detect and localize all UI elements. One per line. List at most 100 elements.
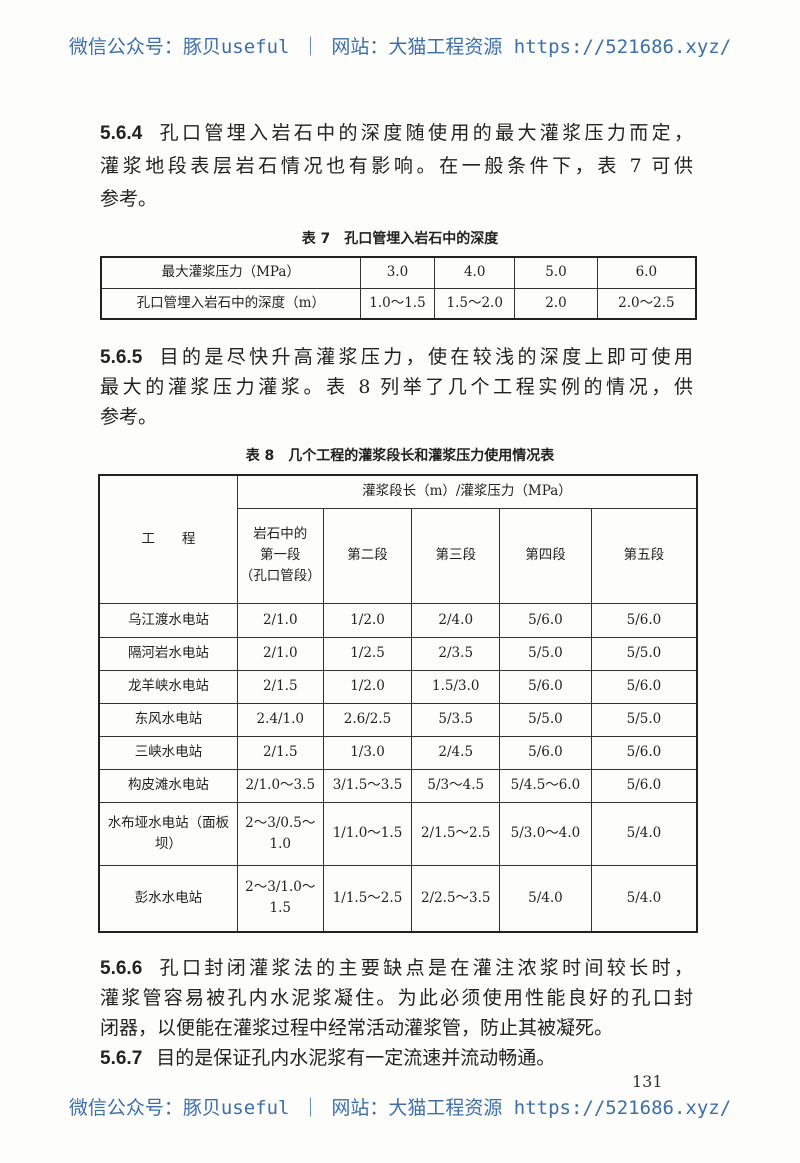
cell: 2.0～2.5: [596, 287, 697, 320]
cell: 2/1.0: [236, 602, 324, 638]
cell: 5/6.0: [590, 602, 698, 638]
table-row: 龙羊峡水电站 2/1.5 1/2.0 1.5/3.0 5/6.0 5/6.0: [98, 669, 698, 704]
project-name-cell: 三峡水电站: [98, 735, 238, 770]
cell: 1/2.5: [322, 636, 413, 671]
column-header: 岩石中的第一段 （孔口管段）: [236, 507, 324, 604]
table8-header-row: 工 程 灌浆段长（m）/灌浆压力（MPa）: [98, 474, 698, 604]
cell: 5/6.0: [590, 669, 698, 704]
cell: 5/3.5: [411, 702, 501, 737]
cell: 1/1.5～2.5: [322, 864, 413, 933]
project-name-cell: 构皮滩水电站: [98, 768, 238, 803]
cell: 6.0: [596, 256, 697, 289]
cell: 5/5.0: [590, 702, 698, 737]
cell: 5/5.0: [590, 636, 698, 671]
table-row: 三峡水电站 2/1.5 1/3.0 2/4.5 5/6.0 5/6.0: [98, 735, 698, 770]
cell: 2/1.5: [236, 669, 324, 704]
table-row: 构皮滩水电站 2/1.0～3.5 3/1.5～3.5 5/3～4.5 5/4.5～6.0…: [98, 768, 698, 803]
cell: 2/4.5: [411, 735, 501, 770]
table-row: 彭水水电站 2～3/1.0～1.5 1/1.5～2.5 2/2.5～3.5 5/4.0 5…: [98, 864, 698, 933]
cell: 5/4.0: [590, 801, 698, 866]
cell: 5/5.0: [499, 636, 592, 671]
cell: 2.6/2.5: [322, 702, 413, 737]
table-row: 东风水电站 2.4/1.0 2.6/2.5 5/3.5 5/5.0 5/5.0: [98, 702, 698, 737]
cell: 5/5.0: [499, 702, 592, 737]
cell: 2～3/0.5～1.0: [236, 801, 324, 866]
column-header: 第四段: [499, 507, 592, 604]
section-number: 5.6.4: [100, 123, 143, 144]
table7-row: 最大灌浆压力（MPa） 3.0 4.0 5.0 6.0: [100, 256, 697, 289]
project-name-cell: 彭水水电站: [98, 864, 238, 933]
table8-title: 表 8 几个工程的灌浆段长和灌浆压力使用情况表: [245, 448, 555, 464]
text: 孔口封闭灌浆法的主要缺点是在灌注浓浆时间较长时，: [156, 957, 693, 979]
cell: 5/4.5～6.0: [499, 768, 592, 803]
table7: 最大灌浆压力（MPa） 3.0 4.0 5.0 6.0 孔口管埋入岩石中的深度（m） 1.…: [100, 256, 697, 320]
cell: 1/2.0: [322, 602, 413, 638]
para-5-6-4-line1: 5.6.4 孔口管埋入岩石中的深度随使用的最大灌浆压力而定，: [100, 118, 693, 145]
table8-subheader-row: 岩石中的第一段 （孔口管段） 第二段 第三段 第四段 第五段: [99, 507, 698, 604]
cell: 2/1.5: [236, 735, 324, 770]
section-number: 5.6.5: [100, 347, 143, 368]
table8: 工 程 灌浆段长（m）/灌浆压力（MPa） 岩石中的第一段 （孔口管段） 第二段 …: [98, 474, 698, 933]
cell: 3/1.5～3.5: [322, 768, 413, 803]
cell: 1/2.0: [322, 669, 413, 704]
cell: 5/3～4.5: [411, 768, 501, 803]
cell: 2/3.5: [411, 636, 501, 671]
cell: 5.0: [514, 256, 598, 289]
text: 岩石中的: [253, 526, 308, 543]
cell: 2.4/1.0: [236, 702, 324, 737]
project-name-cell: 隔河岩水电站: [98, 636, 238, 671]
project-header: 工 程: [98, 474, 238, 604]
table-row: 隔河岩水电站 2/1.0 1/2.5 2/3.5 5/5.0 5/5.0: [98, 636, 698, 671]
watermark-footer: 微信公众号：豚贝useful ｜ 网站：大猫工程资源 https://52168…: [68, 1097, 732, 1119]
section-number: 5.6.7: [100, 1048, 143, 1069]
cell: 1.5～2.0: [434, 287, 516, 320]
cell: 5/4.0: [590, 864, 698, 933]
project-name-cell: 龙羊峡水电站: [98, 669, 238, 704]
project-name-cell: 东风水电站: [98, 702, 238, 737]
cell: 2/1.5～2.5: [411, 801, 501, 866]
text: 第一段: [260, 547, 301, 564]
cell: 2.0: [514, 287, 598, 320]
cell: 1/3.0: [322, 735, 413, 770]
project-name-cell: 乌江渡水电站: [98, 602, 238, 638]
table7-row: 孔口管埋入岩石中的深度（m） 1.0～1.5 1.5～2.0 2.0 2.0～2.5: [100, 287, 697, 320]
column-header: 第五段: [590, 507, 698, 604]
para-5-6-6-line1: 5.6.6 孔口封闭灌浆法的主要缺点是在灌注浓浆时间较长时，: [100, 953, 693, 980]
text: 孔口管埋入岩石中的深度随使用的最大灌浆压力而定，: [156, 122, 693, 144]
para-5-6-5-line1: 5.6.5 目的是尽快升高灌浆压力，使在较浅的深度上即可使用: [100, 342, 693, 369]
cell: 1/1.0～1.5: [322, 801, 413, 866]
para-5-6-5-line3: 参考。: [100, 406, 158, 428]
table-row: 乌江渡水电站 2/1.0 1/2.0 2/4.0 5/6.0 5/6.0: [98, 602, 698, 638]
text: 目的是保证孔内水泥浆有一定流速并流动畅通。: [156, 1047, 556, 1069]
text: 目的是尽快升高灌浆压力，使在较浅的深度上即可使用: [156, 346, 693, 368]
text: （孔口管段）: [239, 567, 321, 584]
cell: 5/6.0: [499, 602, 592, 638]
cell: 孔口管埋入岩石中的深度（m）: [100, 287, 361, 320]
cell: 2/2.5～3.5: [411, 864, 501, 933]
cell: 5/6.0: [590, 768, 698, 803]
cell: 1.5/3.0: [411, 669, 501, 704]
cell: 2/1.0: [236, 636, 324, 671]
cell: 3.0: [359, 256, 436, 289]
cell: 5/4.0: [499, 864, 592, 933]
para-5-6-6-line3: 闭器，以便能在灌浆过程中经常活动灌浆管，防止其被凝死。: [100, 1017, 614, 1039]
watermark-header: 微信公众号：豚贝useful ｜ 网站：大猫工程资源 https://52168…: [68, 36, 732, 58]
project-name-cell: 水布垭水电站（面板坝）: [98, 801, 238, 866]
table7-title: 表 7 孔口管埋入岩石中的深度: [301, 231, 499, 247]
table-row: 水布垭水电站（面板坝） 2～3/0.5～1.0 1/1.0～1.5 2/1.5～2.5…: [98, 801, 698, 866]
cell: 最大灌浆压力（MPa）: [100, 256, 361, 289]
para-5-6-4-line3: 参考。: [100, 188, 158, 210]
cell: 5/6.0: [590, 735, 698, 770]
cell: 4.0: [434, 256, 516, 289]
page-number: 131: [632, 1072, 663, 1091]
cell: 5/6.0: [499, 669, 592, 704]
cell: 1.0～1.5: [359, 287, 436, 320]
para-5-6-6-line2: 灌浆管容易被孔内水泥浆凝住。为此必须使用性能良好的孔口封: [100, 987, 693, 1009]
cell: 5/3.0～4.0: [499, 801, 592, 866]
column-header: 第三段: [411, 507, 501, 604]
para-5-6-7-line1: 5.6.7 目的是保证孔内水泥浆有一定流速并流动畅通。: [100, 1043, 693, 1070]
para-5-6-4-line2: 灌浆地段表层岩石情况也有影响。在一般条件下，表 7 可供: [100, 155, 693, 177]
column-header: 第二段: [322, 507, 413, 604]
group-header: 灌浆段长（m）/灌浆压力（MPa）: [236, 474, 698, 509]
